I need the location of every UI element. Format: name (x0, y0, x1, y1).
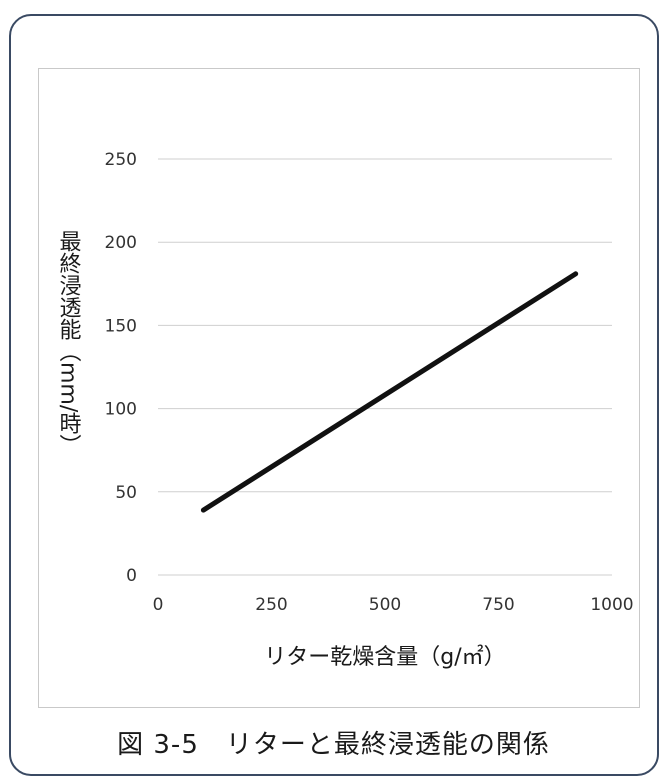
figure-frame (9, 14, 659, 776)
x-tick-label: 500 (369, 595, 401, 615)
y-tick-label: 50 (115, 483, 137, 503)
x-tick-label: 1000 (590, 595, 633, 615)
series-line (200, 271, 579, 513)
x-axis-title: リター乾燥含量（g/㎡） (264, 644, 505, 670)
y-axis-title: 最終浸透能（mm/時） (56, 230, 82, 456)
x-tick-label: 250 (255, 595, 287, 615)
line-chart: 0 50 100 150 200 250 0 250 500 750 1000 リター乾燥含量（g… (56, 150, 634, 670)
y-tick-label: 150 (105, 316, 137, 336)
series-lines (200, 271, 579, 513)
x-tick-label: 0 (153, 595, 164, 615)
y-tick-label: 0 (126, 566, 137, 586)
y-tick-labels: 0 50 100 150 200 250 (105, 150, 137, 586)
x-tick-labels: 0 250 500 750 1000 (153, 595, 634, 615)
gridlines (158, 158, 612, 576)
y-tick-label: 250 (105, 150, 137, 170)
x-tick-label: 750 (482, 595, 514, 615)
y-tick-label: 100 (105, 400, 137, 420)
plot-area-border (38, 68, 640, 708)
y-tick-label: 200 (105, 233, 137, 253)
figure-caption: 図 3-5 リターと最終浸透能の関係 (117, 730, 550, 760)
